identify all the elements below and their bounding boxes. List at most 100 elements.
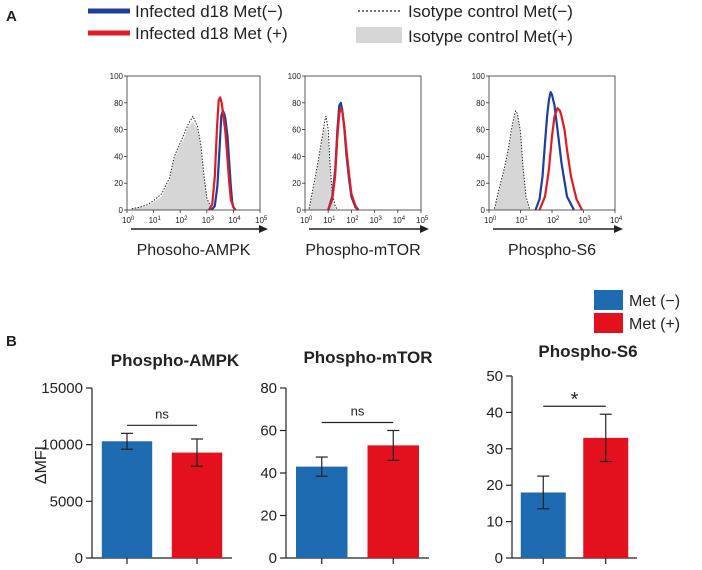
- histogram-xtick-base: 10: [323, 216, 332, 225]
- histogram-frame: [126, 75, 261, 211]
- bar-chart-title: Phospho-AMPK: [111, 351, 240, 370]
- histogram-xtick-label: 102: [547, 216, 560, 225]
- histogram-ytick-label: 60: [114, 126, 123, 135]
- legend-b-neg-swatch: [594, 290, 623, 310]
- histogram-xtick-label: 103: [370, 216, 383, 225]
- histogram-xtick-base: 10: [255, 216, 264, 225]
- histogram-xtick-exponent: 1: [158, 216, 162, 222]
- histogram-xtick-exponent: 4: [237, 216, 241, 222]
- histogram-xtick-base: 10: [175, 216, 184, 225]
- histogram-xtick-label: 102: [175, 216, 188, 225]
- histogram-series-red: [327, 107, 360, 211]
- histogram-series-blue: [534, 91, 575, 211]
- histogram-xtick-exponent: 3: [379, 216, 383, 222]
- bar-chart-ytick-label: 30: [486, 441, 503, 458]
- histogram-xtick-label: 103: [202, 216, 215, 225]
- legend-b: Met (−) Met (+): [594, 290, 680, 333]
- bar-chart-ytick-label: 5000: [50, 493, 83, 510]
- significance-label: ns: [155, 406, 169, 421]
- histogram-ytick-label: 20: [292, 179, 301, 188]
- histogram-xtick-exponent: 0: [131, 216, 135, 222]
- histogram-xtick-base: 10: [516, 216, 525, 225]
- legend-a-iso-neg: Isotype control Met(−): [408, 2, 573, 21]
- bar-chart-mtor: Phospho-mTOR 0 20 40 60 80 ns: [260, 348, 432, 567]
- legend-a-infected-pos: Infected d18 Met (+): [135, 24, 288, 43]
- bar-chart-ytick-label: 60: [260, 423, 277, 440]
- histogram-ytick-label: 100: [288, 72, 302, 81]
- histogram-xtick-label: 100: [122, 216, 135, 225]
- bar-chart-ytick-label: 40: [260, 465, 277, 482]
- histogram-xtick-label: 105: [416, 216, 429, 225]
- bar-chart-ytick-label: 10000: [41, 437, 83, 454]
- histogram-xtick-base: 10: [393, 216, 402, 225]
- histogram-xtick-base: 10: [122, 216, 131, 225]
- histogram-xtick-base: 10: [484, 216, 493, 225]
- histogram-series-filled-gray: [494, 113, 530, 210]
- legend-b-pos-swatch: [594, 313, 623, 333]
- histogram-arrow-head: [420, 225, 429, 233]
- histogram-xtick-label: 101: [149, 216, 162, 225]
- histogram-xtick-exponent: 0: [493, 216, 497, 222]
- histogram-ytick-label: 40: [476, 152, 485, 161]
- histogram-xtick-base: 10: [202, 216, 211, 225]
- histogram-frame: [304, 75, 422, 211]
- histogram-series-red: [538, 107, 584, 211]
- histogram-xtick-exponent: 4: [402, 216, 406, 222]
- bar-chart-ytick-label: 0: [495, 550, 503, 567]
- bar-met-pos: [367, 445, 419, 558]
- histogram-xtick-exponent: 0: [309, 216, 313, 222]
- histogram-ytick-label: 80: [476, 99, 485, 108]
- histogram-series-filled-gray: [131, 121, 212, 210]
- histogram-xtick-exponent: 4: [619, 216, 623, 222]
- histogram-xtick-base: 10: [416, 216, 425, 225]
- legend-a-iso-pos: Isotype control Met(+): [408, 27, 573, 46]
- histogram-xtick-exponent: 3: [211, 216, 215, 222]
- histogram-xtick-label: 100: [300, 216, 313, 225]
- histogram-series-red: [207, 96, 237, 211]
- histogram-xtick-label: 104: [610, 216, 623, 225]
- histogram-ytick-label: 80: [292, 99, 301, 108]
- histogram-ytick-label: 60: [476, 126, 485, 135]
- histogram-xtick-label: 105: [255, 216, 268, 225]
- histogram-xtick-label: 100: [484, 216, 497, 225]
- legend-b-neg-label: Met (−): [629, 293, 680, 310]
- bar-chart-s6: Phospho-S6 0 10 20 30 40 50 *: [486, 342, 637, 567]
- histogram-ytick-label: 20: [114, 179, 123, 188]
- histogram-xtick-label: 104: [393, 216, 406, 225]
- bar-met-neg: [296, 466, 348, 558]
- bar-chart-ampk: Phospho-AMPK 0 5000 10000 15000 ns: [41, 351, 240, 567]
- bar-chart-ytick-label: 80: [260, 380, 277, 397]
- histogram-ytick-label: 100: [110, 72, 124, 81]
- bar-chart-ytick-label: 15000: [41, 380, 83, 397]
- bar-chart-ytick-label: 50: [486, 368, 503, 385]
- legend-b-pos-label: Met (+): [629, 316, 680, 333]
- bar-chart-ytick-label: 0: [75, 550, 83, 567]
- panel-b-label: B: [6, 333, 17, 350]
- histogram-ytick-label: 60: [292, 126, 301, 135]
- histogram-series-dotted-black: [131, 115, 212, 210]
- histogram-xtick-base: 10: [228, 216, 237, 225]
- significance-label: *: [571, 389, 579, 411]
- histogram-ytick-label: 0: [297, 206, 302, 215]
- histogram-xtick-label: 103: [579, 216, 592, 225]
- histogram-xtick-base: 10: [149, 216, 158, 225]
- histogram-xtick-base: 10: [370, 216, 379, 225]
- histogram-xtick-base: 10: [547, 216, 556, 225]
- histogram-xtick-exponent: 1: [524, 216, 528, 222]
- histogram-xtick-base: 10: [610, 216, 619, 225]
- bar-chart-ytick-label: 40: [486, 404, 503, 421]
- histogram-xtick-label: 101: [516, 216, 529, 225]
- histogram-xtick-exponent: 3: [587, 216, 591, 222]
- histogram-ytick-label: 20: [476, 179, 485, 188]
- bar-chart-ytick-label: 0: [269, 550, 277, 567]
- histogram-xlabel: Phospho-S6: [508, 242, 596, 259]
- histogram-xtick-base: 10: [579, 216, 588, 225]
- histogram-ytick-label: 0: [481, 206, 486, 215]
- bar-chart-title: Phospho-S6: [538, 342, 637, 361]
- histogram-ytick-label: 0: [119, 206, 124, 215]
- histogram-xtick-exponent: 2: [556, 216, 560, 222]
